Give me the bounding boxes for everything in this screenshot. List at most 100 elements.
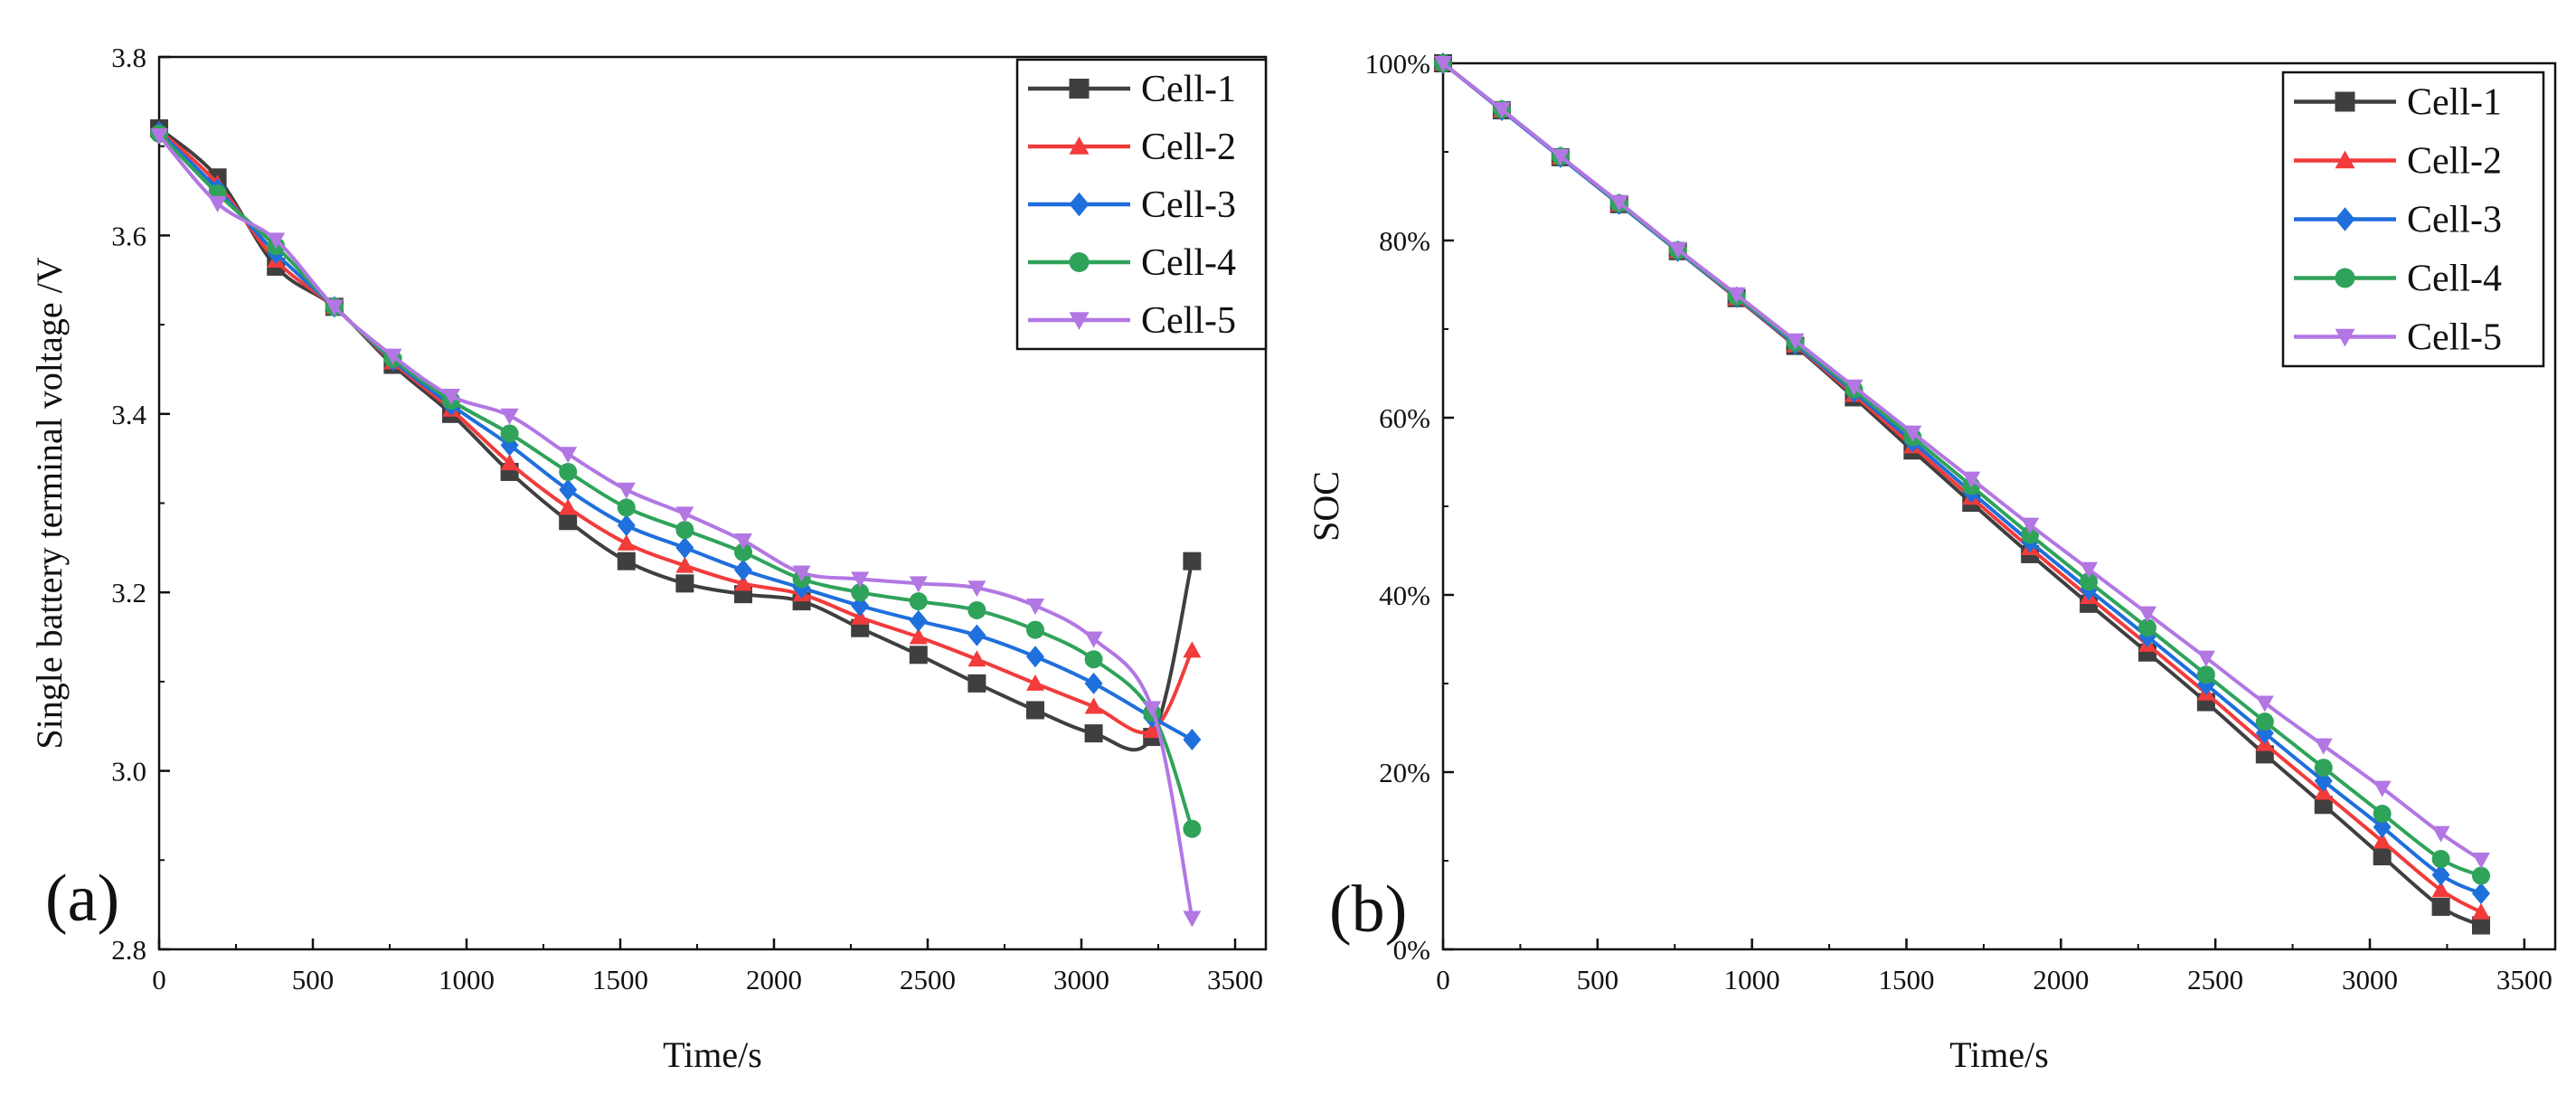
panel-label: (b) [1329, 872, 1407, 947]
data-point [909, 576, 928, 593]
data-point [1026, 674, 1044, 691]
legend-swatch-marker [1069, 137, 1090, 155]
data-point [2472, 902, 2490, 920]
data-point [792, 565, 811, 582]
data-point [967, 650, 986, 667]
data-point [2472, 882, 2490, 905]
data-point [2021, 517, 2040, 534]
data-point [617, 498, 636, 517]
x-tick-label: 1500 [592, 964, 648, 995]
data-point [1183, 552, 1202, 571]
data-point [559, 498, 578, 515]
x-tick-label: 3500 [1207, 964, 1263, 995]
data-point [2080, 561, 2099, 579]
legend-label: Cell-4 [1141, 242, 1236, 284]
legend-label: Cell-4 [2407, 259, 2502, 300]
data-point [1084, 672, 1103, 694]
series-cell-5 [150, 127, 1202, 928]
data-point [2196, 650, 2215, 667]
data-point [675, 506, 694, 523]
data-point [2196, 665, 2215, 684]
data-point [2431, 897, 2450, 916]
data-point [1026, 599, 1044, 616]
panel-b: 0 500 1000 1500 2000 2500 3000 3500 0% 20% 40% 60% 8… [1306, 48, 2557, 1075]
data-point [1434, 56, 1452, 72]
data-point [851, 595, 870, 618]
data-point [675, 574, 694, 593]
data-point [675, 521, 694, 540]
y-axis-title: Single battery terminal voltage /V [29, 257, 70, 749]
legend-label: Cell-2 [1141, 127, 1236, 168]
data-point [2138, 606, 2156, 623]
legend-label: Cell-3 [2407, 200, 2502, 241]
data-point [1084, 631, 1103, 648]
data-point [208, 195, 227, 212]
data-point [1026, 701, 1044, 720]
x-axis-title: Time/s [663, 1034, 762, 1075]
data-point [2431, 825, 2450, 843]
y-tick-label: 3.4 [111, 399, 146, 430]
data-point [1183, 641, 1202, 658]
data-point [2373, 832, 2392, 849]
panel-label: (a) [45, 862, 119, 936]
data-point [2431, 863, 2450, 886]
data-point [559, 462, 578, 481]
y-tick-label: 3.8 [111, 42, 146, 73]
data-point [967, 674, 986, 693]
data-point [500, 454, 519, 471]
data-point [851, 583, 870, 602]
panel-a: 0 500 1000 1500 2000 2500 3000 3500 2.8 3.0 3.2 3.4… [29, 42, 1268, 1075]
data-point [1903, 425, 1922, 442]
legend-label: Cell-5 [1141, 300, 1236, 342]
data-point [1668, 241, 1687, 259]
x-tick-label: 3000 [1053, 964, 1109, 995]
data-point [2472, 916, 2490, 935]
legend-swatch-marker [2335, 268, 2355, 288]
data-point [909, 627, 928, 645]
x-tick-label: 500 [1577, 964, 1619, 995]
data-point [2431, 881, 2450, 898]
x-tick-label: 1000 [439, 964, 495, 995]
data-point [617, 533, 636, 551]
legend-label: Cell-3 [1141, 184, 1236, 226]
series-cell-5 [1434, 56, 2490, 870]
data-point [967, 580, 986, 598]
data-point [1492, 101, 1511, 118]
data-point [675, 536, 694, 559]
data-point [1084, 650, 1103, 669]
data-point [2373, 805, 2392, 824]
x-tick-label: 500 [292, 964, 335, 995]
legend-label: Cell-1 [1141, 69, 1236, 110]
data-point [1084, 697, 1103, 714]
legend-swatch-marker [2335, 150, 2355, 169]
legend-swatch-marker [2335, 328, 2355, 347]
y-tick-label: 20% [1379, 757, 1430, 788]
y-tick-label: 80% [1379, 225, 1430, 257]
data-point [1786, 333, 1805, 350]
data-point [2255, 695, 2274, 712]
data-point [1143, 721, 1162, 739]
data-point [2373, 847, 2392, 866]
x-tick-label: 1500 [1879, 964, 1935, 995]
x-axis-title: Time/s [1949, 1034, 2049, 1075]
data-point [1026, 620, 1044, 639]
x-tick-label: 2500 [900, 964, 956, 995]
data-point [909, 609, 928, 632]
data-point [967, 600, 986, 619]
data-point [2373, 780, 2392, 797]
data-point [1609, 194, 1628, 212]
data-point [1183, 729, 1202, 751]
data-point [734, 533, 752, 550]
data-point [500, 408, 519, 425]
y-axis-title: SOC [1306, 471, 1346, 542]
data-point [1183, 819, 1202, 838]
x-tick-label: 0 [152, 964, 166, 995]
data-point [909, 592, 928, 611]
data-point [617, 514, 636, 537]
data-point [2255, 712, 2274, 731]
data-point [559, 447, 578, 464]
x-tick-label: 2000 [2033, 964, 2089, 995]
legend-label: Cell-5 [2407, 317, 2502, 359]
data-point [150, 127, 168, 145]
x-tick-label: 3000 [2342, 964, 2398, 995]
